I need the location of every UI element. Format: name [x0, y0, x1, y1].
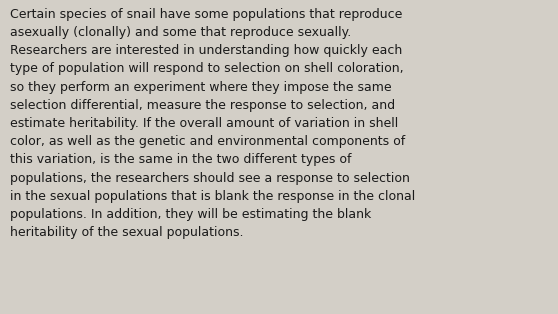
Text: Certain species of snail have some populations that reproduce
asexually (clonall: Certain species of snail have some popul…: [10, 8, 415, 239]
